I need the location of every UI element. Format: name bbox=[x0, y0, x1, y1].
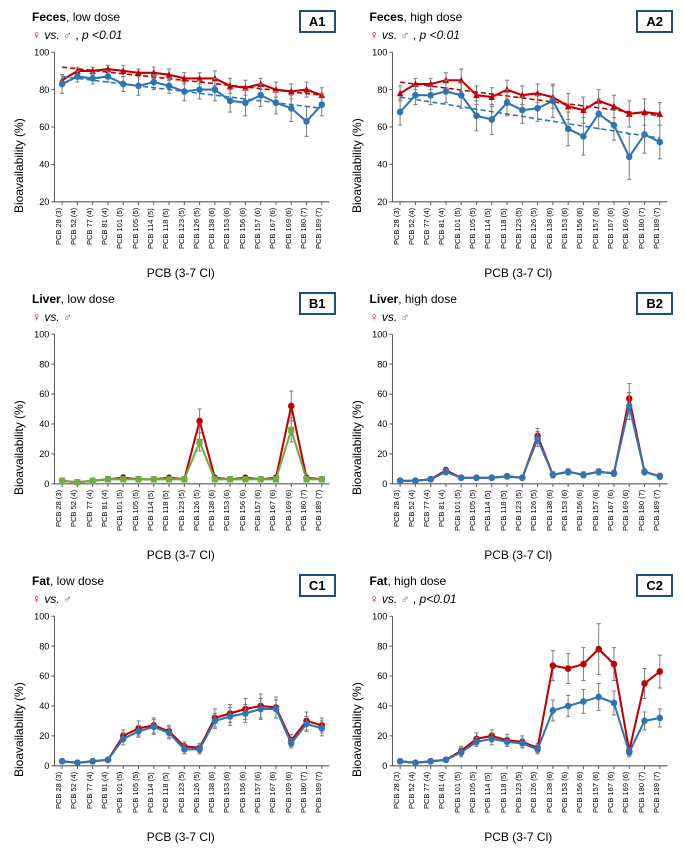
x-axis-label: PCB (3-7 Cl) bbox=[28, 264, 334, 284]
y-axis-label: Bioavailability (%) bbox=[348, 612, 366, 848]
svg-text:60: 60 bbox=[39, 389, 49, 399]
legend: ♀ vs. ♂ , p <0.01 bbox=[370, 28, 463, 44]
panel-B2: Liver, high dose ♀ vs. ♂ B2 Bioavailability… bbox=[346, 290, 678, 566]
svg-text:40: 40 bbox=[39, 159, 49, 169]
svg-text:20: 20 bbox=[39, 197, 49, 206]
x-ticks: PCB 28 (3)PCB 52 (4)PCB 77 (4)PCB 81 (4)… bbox=[366, 770, 672, 828]
svg-text:20: 20 bbox=[39, 731, 49, 741]
svg-text:0: 0 bbox=[44, 479, 49, 488]
svg-text:0: 0 bbox=[382, 479, 387, 488]
svg-text:0: 0 bbox=[382, 761, 387, 770]
panel-C2: Fat, high dose ♀ vs. ♂ , p<0.01 C2 Bioavail… bbox=[346, 572, 678, 848]
y-axis-label: Bioavailability (%) bbox=[10, 612, 28, 848]
svg-text:100: 100 bbox=[372, 612, 387, 621]
x-ticks: PCB 28 (3)PCB 52 (4)PCB 77 (4)PCB 81 (4)… bbox=[28, 206, 334, 264]
panel-tag: A1 bbox=[299, 10, 336, 33]
panel-B1: Liver, low dose ♀ vs. ♂ B1 Bioavailability … bbox=[8, 290, 340, 566]
chart-area: 20 40 60 80 100 bbox=[366, 48, 672, 206]
panel-tag: A2 bbox=[636, 10, 673, 33]
svg-text:60: 60 bbox=[377, 122, 387, 132]
chart-area: 0 20 40 60 80 100 bbox=[28, 330, 334, 488]
svg-text:40: 40 bbox=[39, 419, 49, 429]
svg-text:40: 40 bbox=[377, 159, 387, 169]
x-axis-label: PCB (3-7 Cl) bbox=[366, 546, 672, 566]
chart-area: 20 40 60 80 100 bbox=[28, 48, 334, 206]
y-axis-label: Bioavailability (%) bbox=[10, 330, 28, 566]
x-axis-label: PCB (3-7 Cl) bbox=[366, 828, 672, 848]
panel-C1: Fat, low dose ♀ vs. ♂ C1 Bioavailability (%… bbox=[8, 572, 340, 848]
svg-text:80: 80 bbox=[39, 359, 49, 369]
svg-text:60: 60 bbox=[377, 671, 387, 681]
x-axis-label: PCB (3-7 Cl) bbox=[28, 828, 334, 848]
panel-tag: B1 bbox=[299, 292, 336, 315]
chart-area: 0 20 40 60 80 100 bbox=[366, 612, 672, 770]
y-axis-label: Bioavailability (%) bbox=[348, 330, 366, 566]
legend: ♀ vs. ♂ bbox=[32, 310, 115, 326]
chart-area: 0 20 40 60 80 100 bbox=[366, 330, 672, 488]
panel-grid: Feces, low dose ♀ vs. ♂ , p <0.01 A1 Bioava… bbox=[8, 8, 677, 848]
legend: ♀ vs. ♂ bbox=[32, 592, 104, 608]
svg-text:60: 60 bbox=[39, 671, 49, 681]
panel-title: Feces, low dose bbox=[32, 10, 122, 26]
svg-text:40: 40 bbox=[377, 701, 387, 711]
svg-text:80: 80 bbox=[377, 641, 387, 651]
svg-text:60: 60 bbox=[39, 122, 49, 132]
x-ticks: PCB 28 (3)PCB 52 (4)PCB 77 (4)PCB 81 (4)… bbox=[366, 206, 672, 264]
svg-text:80: 80 bbox=[39, 641, 49, 651]
svg-text:80: 80 bbox=[377, 359, 387, 369]
legend: ♀ vs. ♂ bbox=[370, 310, 457, 326]
svg-text:100: 100 bbox=[372, 48, 387, 57]
panel-title: Feces, high dose bbox=[370, 10, 463, 26]
legend: ♀ vs. ♂ , p<0.01 bbox=[370, 592, 457, 608]
svg-text:20: 20 bbox=[377, 449, 387, 459]
chart-area: 0 20 40 60 80 100 bbox=[28, 612, 334, 770]
panel-A1: Feces, low dose ♀ vs. ♂ , p <0.01 A1 Bioava… bbox=[8, 8, 340, 284]
svg-text:100: 100 bbox=[34, 330, 49, 339]
x-axis-label: PCB (3-7 Cl) bbox=[366, 264, 672, 284]
panel-tag: B2 bbox=[636, 292, 673, 315]
svg-text:60: 60 bbox=[377, 389, 387, 399]
svg-text:20: 20 bbox=[377, 731, 387, 741]
svg-text:20: 20 bbox=[39, 449, 49, 459]
panel-title: Fat, high dose bbox=[370, 574, 457, 590]
x-ticks: PCB 28 (3)PCB 52 (4)PCB 77 (4)PCB 81 (4)… bbox=[366, 488, 672, 546]
panel-tag: C1 bbox=[299, 574, 336, 597]
svg-text:20: 20 bbox=[377, 197, 387, 206]
svg-text:100: 100 bbox=[34, 48, 49, 57]
panel-title: Fat, low dose bbox=[32, 574, 104, 590]
svg-text:100: 100 bbox=[34, 612, 49, 621]
x-axis-label: PCB (3-7 Cl) bbox=[28, 546, 334, 566]
panel-title: Liver, low dose bbox=[32, 292, 115, 308]
panel-A2: Feces, high dose ♀ vs. ♂ , p <0.01 A2 Bioav… bbox=[346, 8, 678, 284]
legend: ♀ vs. ♂ , p <0.01 bbox=[32, 28, 122, 44]
x-ticks: PCB 28 (3)PCB 52 (4)PCB 77 (4)PCB 81 (4)… bbox=[28, 770, 334, 828]
svg-text:40: 40 bbox=[377, 419, 387, 429]
y-axis-label: Bioavailability (%) bbox=[10, 48, 28, 284]
panel-title: Liver, high dose bbox=[370, 292, 457, 308]
svg-text:100: 100 bbox=[372, 330, 387, 339]
svg-text:80: 80 bbox=[377, 85, 387, 95]
svg-text:80: 80 bbox=[39, 85, 49, 95]
svg-text:40: 40 bbox=[39, 701, 49, 711]
y-axis-label: Bioavailability (%) bbox=[348, 48, 366, 284]
x-ticks: PCB 28 (3)PCB 52 (4)PCB 77 (4)PCB 81 (4)… bbox=[28, 488, 334, 546]
panel-tag: C2 bbox=[636, 574, 673, 597]
svg-text:0: 0 bbox=[44, 761, 49, 770]
